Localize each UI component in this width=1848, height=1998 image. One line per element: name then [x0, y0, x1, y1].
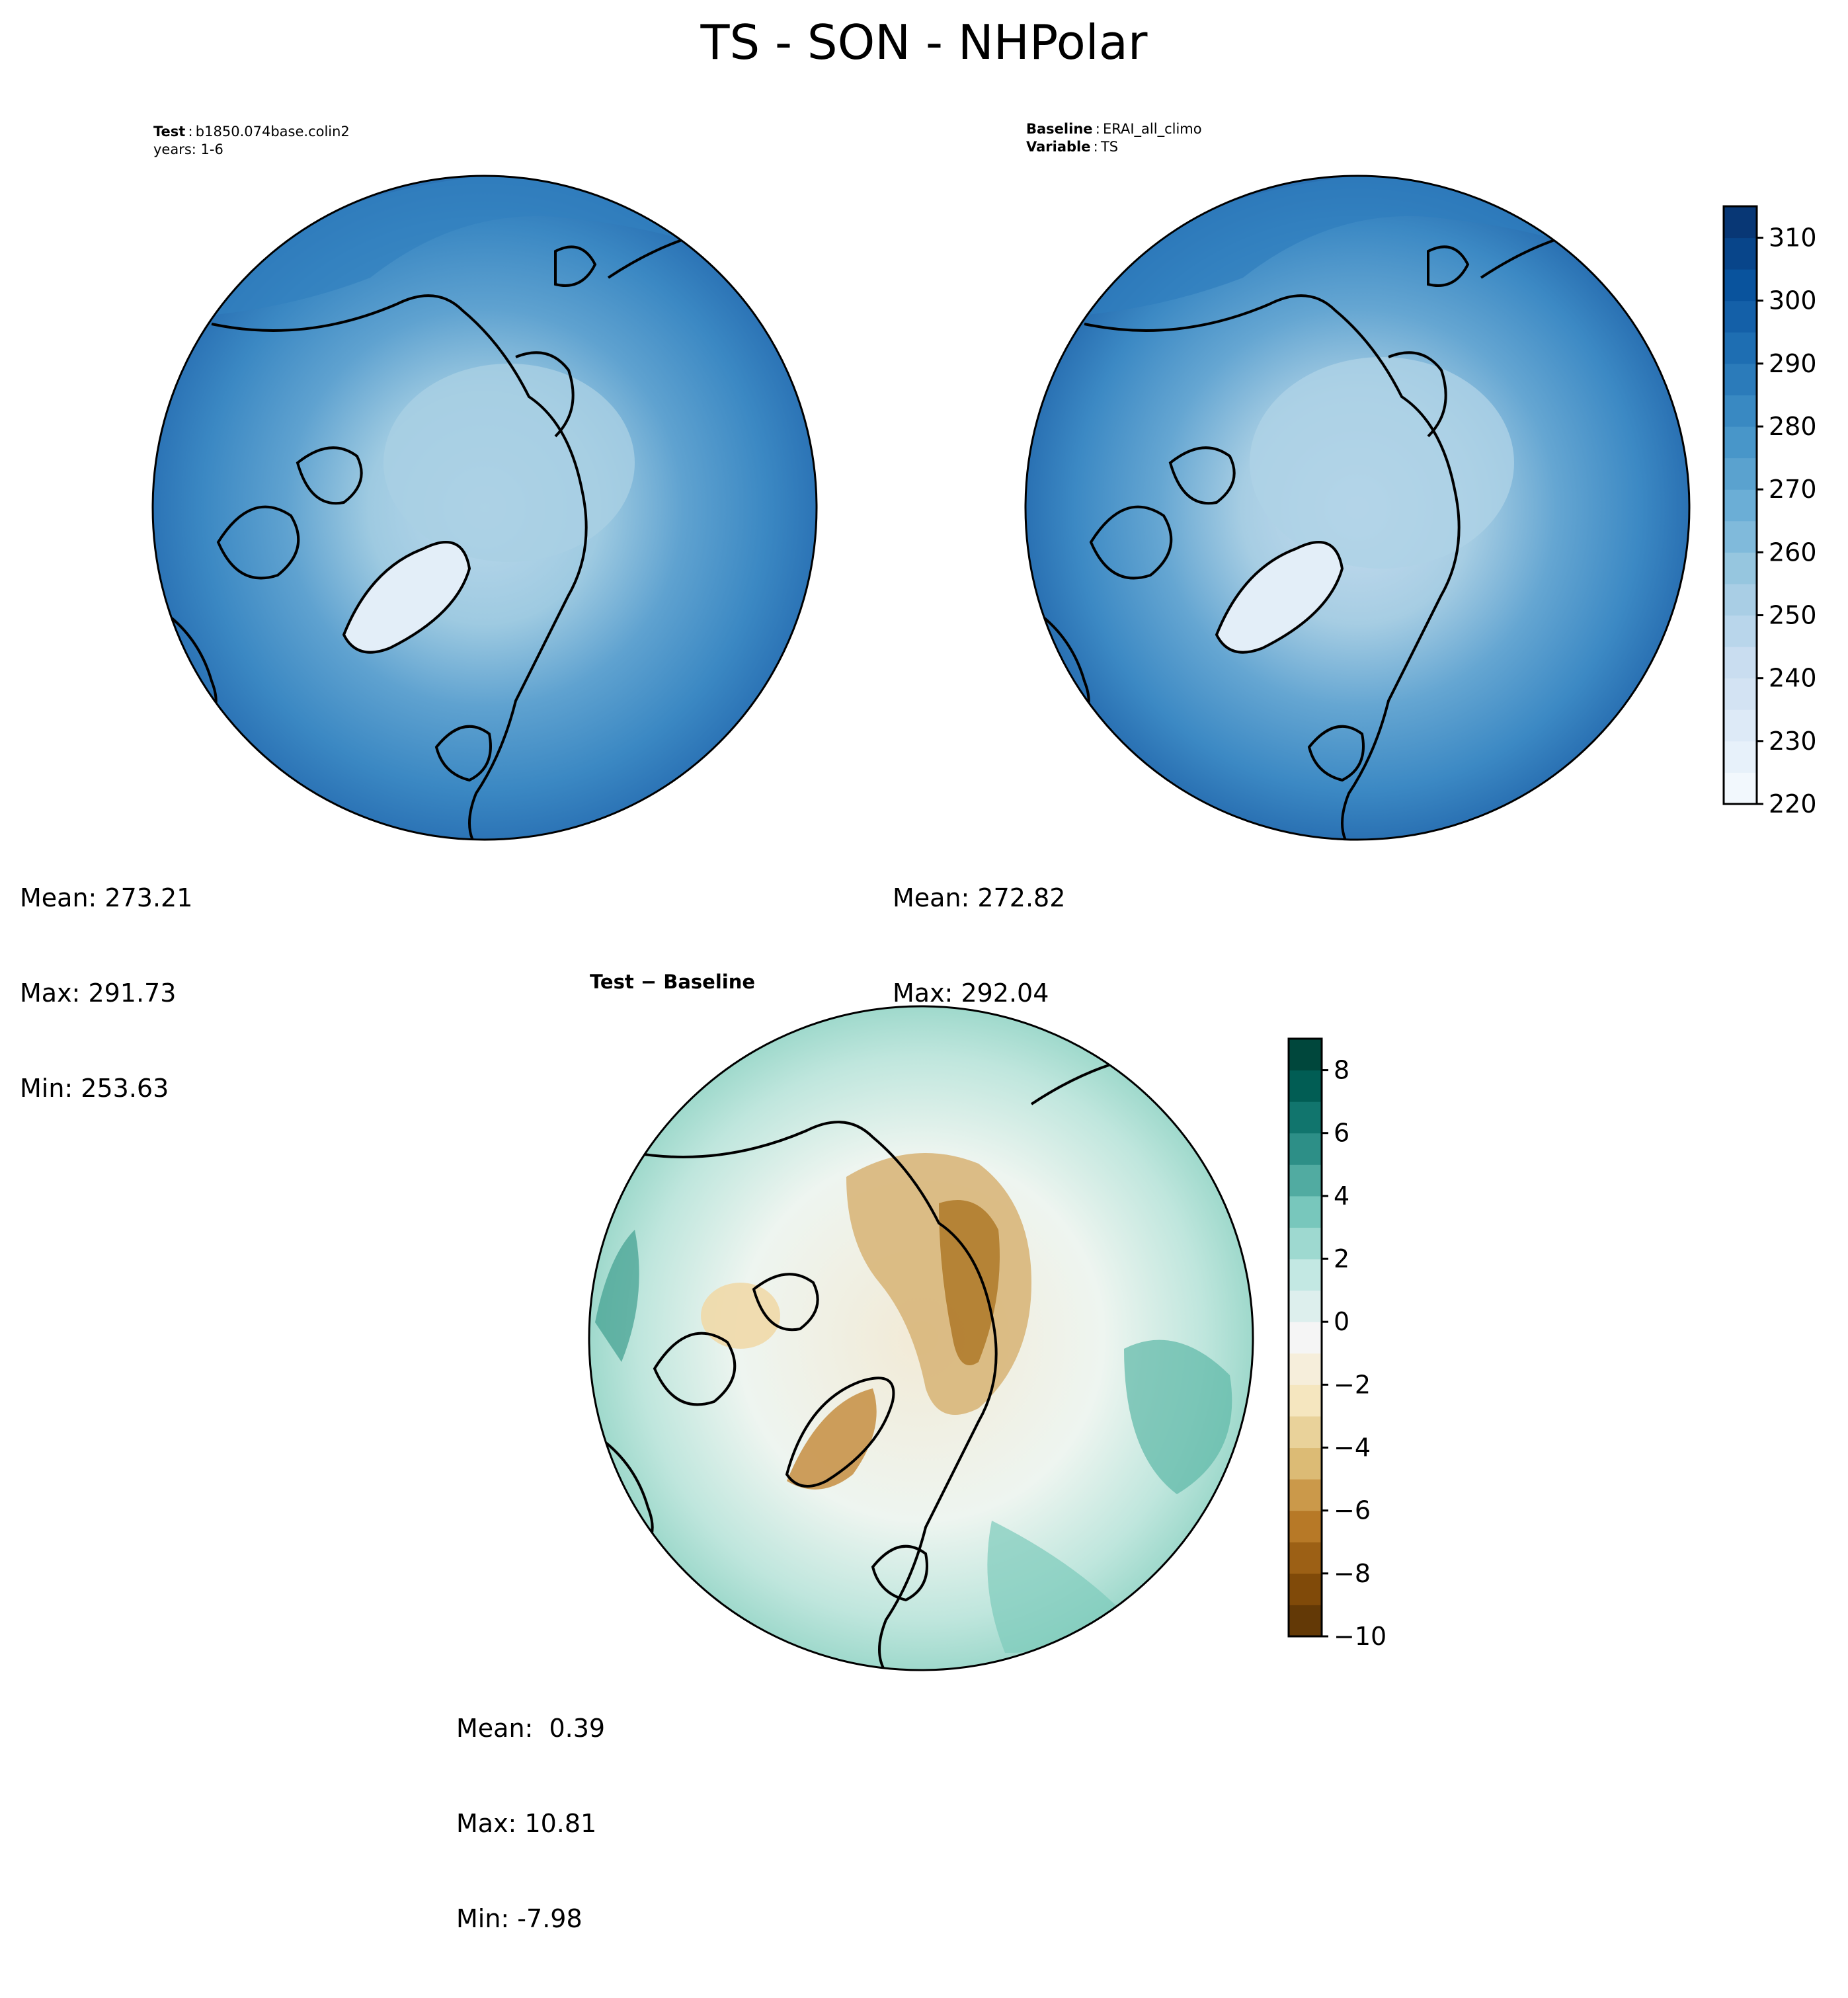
field-colorbar-level-250 — [1724, 583, 1757, 616]
field-colorbar-level-310 — [1724, 206, 1757, 239]
field-colorbar-level-245 — [1724, 615, 1757, 647]
field-colorbar-level-290 — [1724, 332, 1757, 364]
variable-name: TS — [1100, 139, 1119, 155]
field-colorbar-level-300 — [1724, 269, 1757, 301]
difference-colorbar-level--7 — [1289, 1510, 1322, 1542]
field-colorbar-level-255 — [1724, 552, 1757, 584]
difference-colorbar-tick-label: 4 — [1334, 1181, 1349, 1211]
difference-colorbar-tick-label: 0 — [1334, 1307, 1349, 1336]
baseline-max: Max: 292.04 — [893, 979, 1049, 1008]
test-map — [151, 175, 818, 841]
field-colorbar-level-260 — [1724, 520, 1757, 553]
difference-colorbar-level-7 — [1289, 1070, 1322, 1102]
difference-colorbar-level-2 — [1289, 1227, 1322, 1259]
difference-colorbar-level--1 — [1289, 1322, 1322, 1354]
difference-colorbar-frame — [1287, 1037, 1323, 1638]
test-panel-header: Test : b1850.074base.colin2 years: 1-6 — [153, 124, 350, 157]
baseline-map-boundary — [1024, 175, 1691, 841]
field-colorbar-tick-label: 250 — [1769, 601, 1817, 630]
baseline-label: Baseline — [1026, 121, 1093, 137]
field-colorbar-tick-label: 290 — [1769, 349, 1817, 378]
difference-colorbar-level--6 — [1289, 1479, 1322, 1511]
difference-colorbar-level-3 — [1289, 1195, 1322, 1228]
test-stats: Mean: 273.21 Max: 291.73 Min: 253.63 — [20, 819, 192, 1168]
difference-colorbar-tick-label: 6 — [1334, 1119, 1349, 1148]
test-min: Min: 253.63 — [20, 1074, 169, 1103]
field-colorbar-tick-label: 270 — [1769, 475, 1817, 504]
difference-colorbar-level-8 — [1289, 1039, 1322, 1071]
field-colorbar-tick-label: 260 — [1769, 538, 1817, 567]
difference-colorbar-level--2 — [1289, 1353, 1322, 1385]
difference-min: Min: -7.98 — [456, 1904, 583, 1933]
difference-colorbar-tick-label: −6 — [1334, 1496, 1371, 1525]
field-colorbar: 220 230 240 250 260 270 280 290 300 310 — [1722, 205, 1817, 819]
difference-max: Max: 10.81 — [456, 1809, 597, 1838]
test-map-boundary — [151, 175, 818, 841]
difference-colorbar-level-1 — [1289, 1259, 1322, 1291]
field-colorbar-level-270 — [1724, 458, 1757, 490]
difference-colorbar-tick-label: −4 — [1334, 1433, 1371, 1462]
field-colorbar-tick-label: 280 — [1769, 412, 1817, 441]
difference-colorbar-tick-label: 2 — [1334, 1244, 1349, 1273]
difference-colorbar-tick-label: −10 — [1334, 1622, 1386, 1651]
test-case-name: b1850.074base.colin2 — [195, 124, 350, 140]
field-colorbar-level-240 — [1724, 647, 1757, 679]
difference-colorbar-tick-label: 8 — [1334, 1056, 1349, 1085]
difference-colorbar-level-5 — [1289, 1133, 1322, 1165]
test-max: Max: 291.73 — [20, 979, 177, 1008]
test-mean: Mean: 273.21 — [20, 883, 193, 912]
difference-colorbar-level--10 — [1289, 1605, 1322, 1637]
field-colorbar-level-225 — [1724, 740, 1757, 773]
field-colorbar-tick-label: 240 — [1769, 664, 1817, 693]
difference-colorbar: −10 −8 −6 −4 −2 0 2 4 6 8 — [1287, 1037, 1386, 1651]
field-colorbar-level-265 — [1724, 489, 1757, 522]
difference-stats: Mean: 0.39 Max: 10.81 Min: -7.98 — [456, 1649, 605, 1998]
baseline-stats: Mean: 272.82 Max: 292.04 Min: 247.01 — [893, 819, 1065, 1168]
baseline-map-field — [1025, 176, 1689, 840]
baseline-min: Min: 247.01 — [893, 1074, 1042, 1103]
difference-colorbar-tick-label: −8 — [1334, 1559, 1371, 1588]
field-colorbar-level-230 — [1724, 709, 1757, 742]
field-colorbar-level-305 — [1724, 237, 1757, 270]
difference-mean: Mean: 0.39 — [456, 1714, 606, 1743]
field-colorbar-tick-label: 310 — [1769, 223, 1817, 253]
difference-colorbar-level--4 — [1289, 1416, 1322, 1449]
field-colorbar-level-280 — [1724, 395, 1757, 427]
baseline-map — [1024, 175, 1691, 841]
difference-colorbar-level--8 — [1289, 1542, 1322, 1574]
field-colorbar-level-220 — [1724, 772, 1757, 805]
baseline-mean: Mean: 272.82 — [893, 883, 1066, 912]
field-colorbar-level-285 — [1724, 363, 1757, 395]
difference-colorbar-level-6 — [1289, 1101, 1322, 1134]
difference-colorbar-level-4 — [1289, 1164, 1322, 1197]
difference-colorbar-level--9 — [1289, 1573, 1322, 1605]
field-colorbar-tick-label: 300 — [1769, 286, 1817, 315]
baseline-case-name: ERAI_all_climo — [1102, 121, 1202, 137]
difference-panel-title: Test − Baseline — [590, 971, 756, 993]
variable-label: Variable — [1026, 139, 1091, 155]
field-colorbar-frame — [1722, 205, 1758, 805]
field-colorbar-tick-label: 220 — [1769, 789, 1817, 819]
difference-colorbar-level-0 — [1289, 1290, 1322, 1322]
difference-colorbar-tick-label: −2 — [1334, 1370, 1371, 1399]
figure-title: TS - SON - NHPolar — [700, 15, 1148, 70]
difference-colorbar-level--5 — [1289, 1447, 1322, 1480]
field-colorbar-tick-label: 230 — [1769, 727, 1817, 756]
difference-colorbar-level--3 — [1289, 1384, 1322, 1417]
field-colorbar-level-295 — [1724, 300, 1757, 333]
baseline-panel-header: Baseline : ERAI_all_climo Variable : TS — [1026, 121, 1202, 155]
field-colorbar-level-235 — [1724, 678, 1757, 710]
test-years: years: 1-6 — [153, 141, 223, 157]
test-label: Test — [153, 124, 186, 140]
field-colorbar-level-275 — [1724, 426, 1757, 459]
test-map-field — [153, 176, 817, 840]
